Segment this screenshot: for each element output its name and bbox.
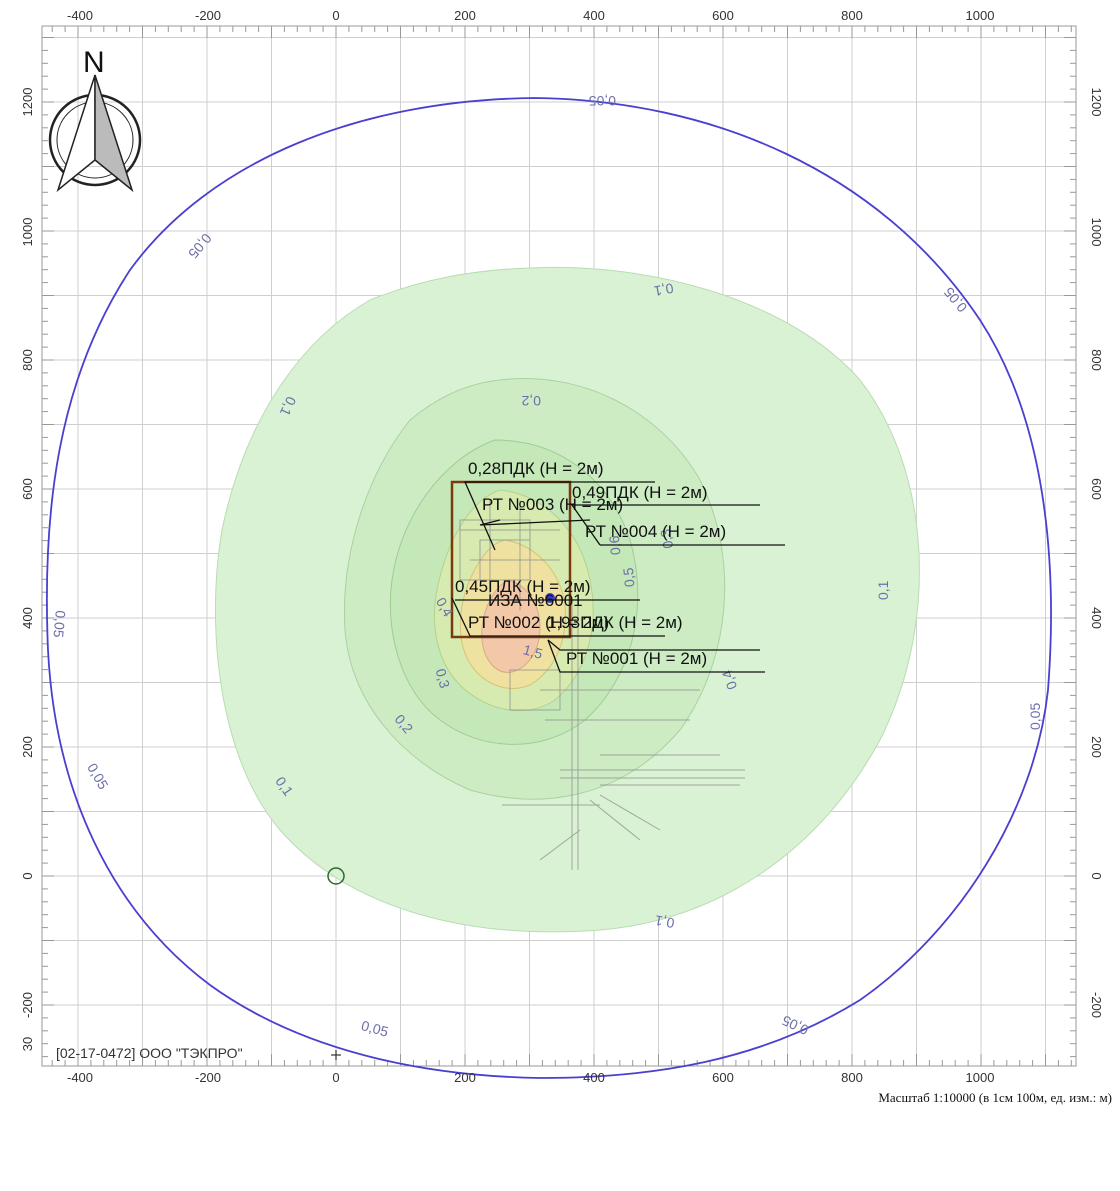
north-arrow-icon: N: [48, 46, 142, 193]
x-tick-label: 800: [841, 8, 863, 23]
y-tick-label: 800: [20, 349, 35, 371]
label-pdk-028: 0,28ПДК (Н = 2м): [468, 459, 604, 478]
x-tick-label: 200: [454, 8, 476, 23]
contour-label: 0,1: [277, 394, 300, 419]
x-tick-label: -400: [67, 8, 93, 23]
north-label: N: [83, 46, 105, 79]
y-tick-label: 1000: [1089, 218, 1104, 247]
label-iza-6001: ИЗА №6001: [488, 591, 583, 610]
concentration-plume: [214, 266, 920, 933]
contour-label: 0,05: [589, 93, 616, 109]
contour-label: 0,1: [875, 580, 891, 600]
x-tick-label: 600: [712, 8, 734, 23]
x-tick-label: 200: [454, 1070, 476, 1085]
y-tick-label: 200: [1089, 736, 1104, 758]
x-axis-bottom: -400 -200 0 200 400 600 800 1000: [67, 1070, 994, 1085]
label-rt-001: РТ №001 (Н = 2м): [566, 649, 707, 668]
y-tick-label: 1200: [1089, 88, 1104, 117]
x-tick-label: 1000: [966, 1070, 995, 1085]
label-pdk-049: 0,49ПДК (Н = 2м): [572, 483, 708, 502]
label-rt-004: РТ №004 (Н = 2м): [585, 522, 726, 541]
x-tick-label: -200: [195, 8, 221, 23]
x-tick-label: 1000: [966, 8, 995, 23]
label-pdk-193: 1,93ПДК (Н = 2м): [547, 613, 683, 632]
y-tick-label: 1000: [20, 218, 35, 247]
contour-label: 0,1: [653, 280, 675, 299]
contour-label: 0,05: [360, 1017, 391, 1040]
y-tick-label: 400: [20, 607, 35, 629]
label-rt-003: РТ №003 (Н = 2м): [482, 495, 623, 514]
annotation-leaders: [451, 481, 785, 673]
y-tick-label: 30: [20, 1037, 35, 1051]
x-tick-label: 0: [332, 8, 339, 23]
contour-label: 0,05: [1027, 703, 1043, 730]
y-tick-label: 1200: [20, 88, 35, 117]
y-tick-label: 0: [1089, 872, 1104, 879]
contour-label: 0,2: [521, 393, 541, 409]
scale-label: Масштаб 1:10000 (в 1см 100м, ед. изм.: м…: [878, 1090, 1112, 1105]
y-tick-label: 0: [20, 872, 35, 879]
label-rt-002: РТ №002 (Н = 2м): [468, 613, 609, 632]
label-pdk-045: 0,45ПДК (Н = 2м): [455, 577, 591, 596]
contour-label: 0,3: [433, 667, 454, 690]
contour-label: 0,1: [653, 912, 675, 931]
y-axis-right: 1200 1000 800 600 400 200 0 -200: [1089, 88, 1104, 1018]
y-axis-left: 1200 1000 800 600 400 200 0 -200 30: [20, 88, 35, 1052]
plume-core: [481, 579, 541, 673]
contour-label: 1,5: [521, 641, 544, 662]
y-tick-label: -200: [1089, 992, 1104, 1018]
contour-label: 0,4: [718, 668, 740, 692]
y-tick-label: 600: [20, 478, 35, 500]
contour-label: 0,5: [620, 567, 638, 588]
origin-marker: [327, 867, 345, 885]
x-tick-label: -200: [195, 1070, 221, 1085]
y-tick-label: 800: [1089, 349, 1104, 371]
y-tick-label: 400: [1089, 607, 1104, 629]
y-tick-label: -200: [20, 992, 35, 1018]
x-tick-label: 400: [583, 8, 605, 23]
contour-label: 0,05: [50, 610, 68, 639]
x-tick-label: 0: [332, 1070, 339, 1085]
x-tick-label: 600: [712, 1070, 734, 1085]
x-tick-label: 800: [841, 1070, 863, 1085]
x-tick-label: -400: [67, 1070, 93, 1085]
site-linework: [459, 500, 745, 870]
x-tick-label: 400: [583, 1070, 605, 1085]
y-tick-label: 200: [20, 736, 35, 758]
company-label: [02-17-0472] ООО "ТЭКПРО": [56, 1045, 243, 1061]
y-tick-label: 600: [1089, 478, 1104, 500]
isoline-005: [45, 97, 1052, 1079]
x-axis-top: -400 -200 0 200 400 600 800 1000: [67, 8, 994, 23]
